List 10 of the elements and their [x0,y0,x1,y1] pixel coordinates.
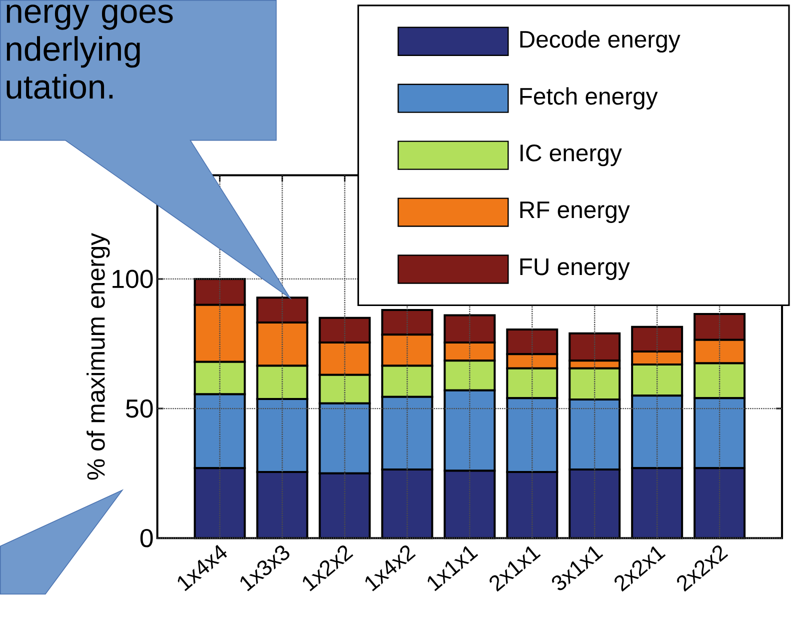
legend-label: RF energy [520,202,630,223]
y-axis-title: % of maximum energy [86,232,110,480]
legend-label: Decode energy [520,30,680,52]
legend-label: Fetch energy [520,87,658,110]
legend-label: FU energy [520,258,630,280]
y-tick-label: 0 [140,528,153,548]
text: nergy goes nderlying utation. [6,4,173,99]
y-tick-label: 50 [126,399,153,418]
legend-label: IC energy [520,144,622,166]
y-tick-label: 100 [112,270,153,288]
